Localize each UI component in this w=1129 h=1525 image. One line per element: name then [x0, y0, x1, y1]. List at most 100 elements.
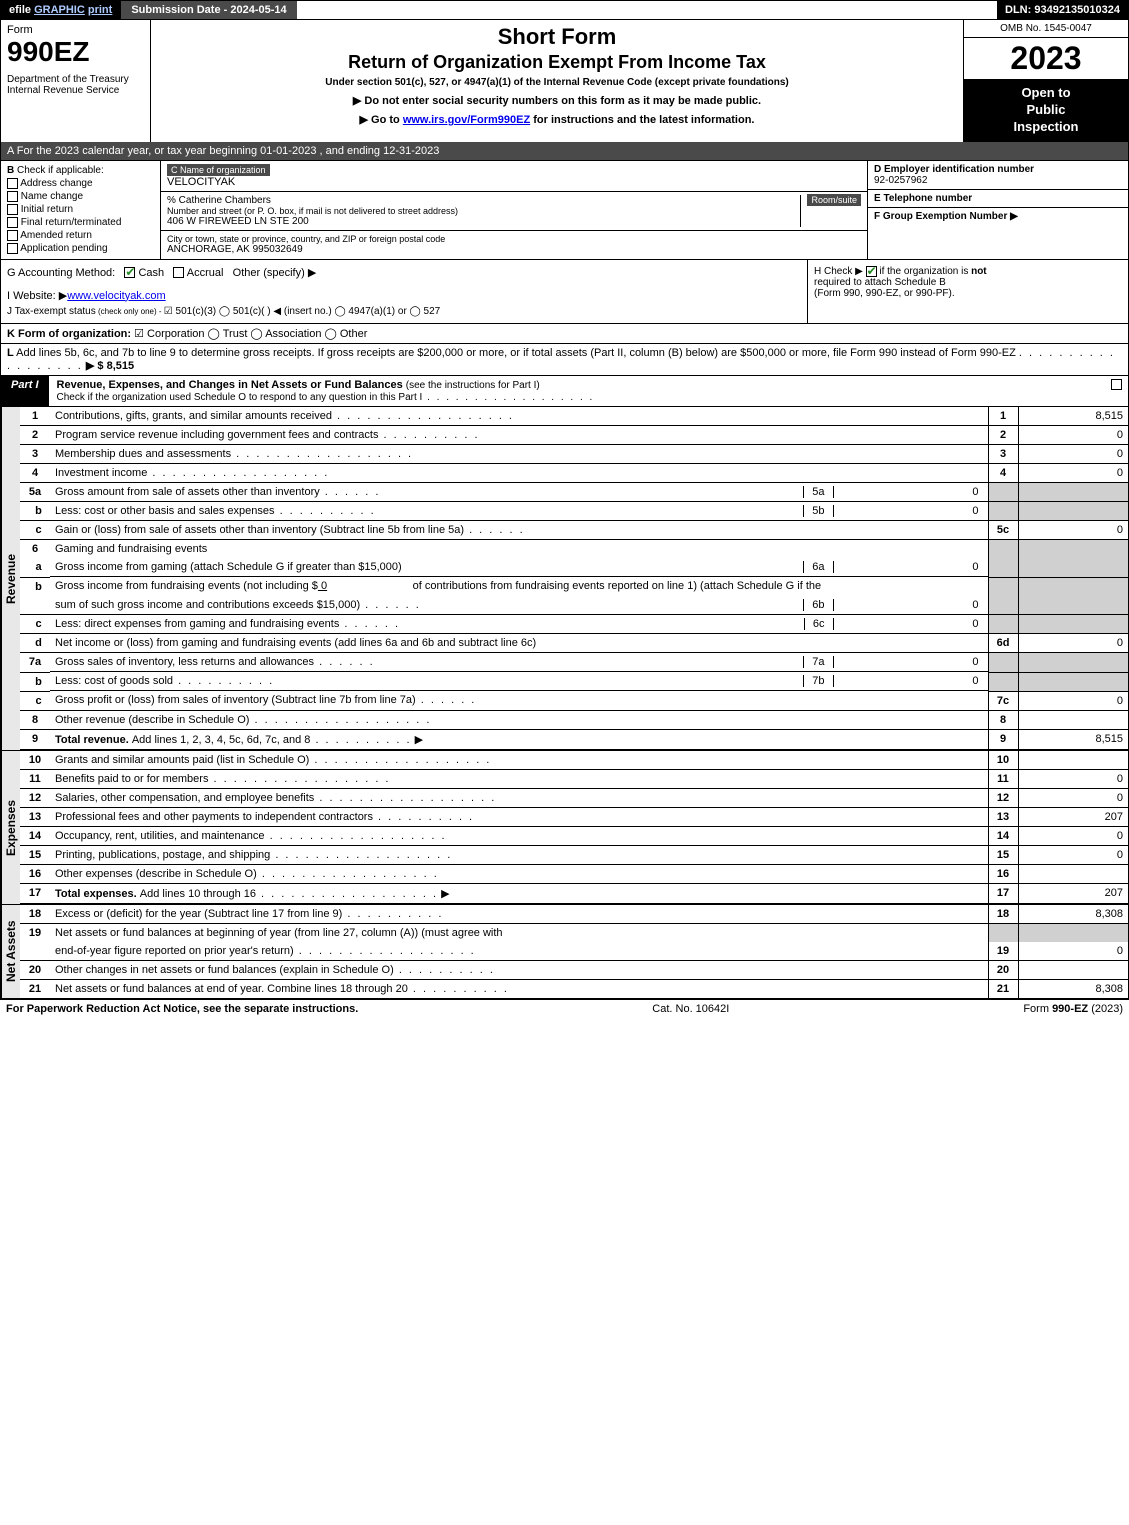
omb-number: OMB No. 1545-0047 [964, 20, 1128, 38]
part1-label: Part I [1, 376, 49, 406]
open-to-public: Open to Public Inspection [964, 79, 1128, 142]
line-a: A For the 2023 calendar year, or tax yea… [0, 142, 1129, 161]
table-row: sum of such gross income and contributio… [20, 596, 1128, 615]
city-state-zip: ANCHORAGE, AK 995032649 [167, 244, 861, 255]
table-row: bLess: cost of goods sold7b0 [20, 672, 1128, 691]
table-row: 2Program service revenue including gover… [20, 425, 1128, 444]
expenses-section: Expenses 10Grants and similar amounts pa… [0, 750, 1129, 904]
table-row: 16Other expenses (describe in Schedule O… [20, 864, 1128, 883]
expenses-table: 10Grants and similar amounts paid (list … [20, 751, 1128, 904]
title-return: Return of Organization Exempt From Incom… [155, 52, 959, 73]
care-of: % Catherine Chambers [167, 195, 800, 206]
netassets-section: Net Assets 18Excess or (deficit) for the… [0, 904, 1129, 999]
chk-cash[interactable] [124, 267, 135, 278]
website-link[interactable]: www.velocityak.com [67, 290, 165, 302]
warn-ssn: ▶ Do not enter social security numbers o… [155, 94, 959, 107]
print-link[interactable]: print [88, 4, 112, 16]
line-g: G Accounting Method: Cash Accrual Other … [7, 266, 801, 279]
table-row: 10Grants and similar amounts paid (list … [20, 751, 1128, 770]
catalog-number: Cat. No. 10642I [652, 1003, 729, 1015]
room-suite: Room/suite [800, 195, 861, 227]
table-row: 11Benefits paid to or for members110 [20, 769, 1128, 788]
table-row: 15Printing, publications, postage, and s… [20, 845, 1128, 864]
title-short-form: Short Form [155, 24, 959, 50]
line-i: I Website: ▶www.velocityak.com [7, 289, 801, 302]
form-word: Form [7, 24, 144, 36]
section-h: H Check ▶ if the organization is not req… [808, 260, 1128, 323]
section-g-i-j: G Accounting Method: Cash Accrual Other … [1, 260, 808, 323]
section-b: B Check if applicable: Address change Na… [1, 161, 161, 259]
city-block: City or town, state or province, country… [161, 231, 867, 258]
revenue-label: Revenue [1, 407, 20, 750]
table-row: bGross income from fundraising events (n… [20, 577, 1128, 596]
paperwork-notice: For Paperwork Reduction Act Notice, see … [6, 1003, 358, 1015]
efile-label: efile GRAPHIC print [1, 1, 121, 19]
chk-address-change[interactable]: Address change [7, 178, 154, 189]
dln: DLN: 93492135010324 [997, 1, 1128, 19]
graphic-link[interactable]: GRAPHIC [34, 4, 85, 16]
part1-check[interactable] [1105, 376, 1128, 406]
org-name-block: C Name of organization VELOCITYAK [161, 161, 867, 192]
address-block: % Catherine Chambers Number and street (… [161, 192, 867, 231]
page-footer: For Paperwork Reduction Act Notice, see … [0, 999, 1129, 1018]
table-row: bLess: cost or other basis and sales exp… [20, 502, 1128, 521]
table-row: 4Investment income40 [20, 463, 1128, 482]
chk-name-change[interactable]: Name change [7, 191, 154, 202]
table-row: 12Salaries, other compensation, and empl… [20, 788, 1128, 807]
tax-year: 2023 [964, 38, 1128, 79]
table-row: dNet income or (loss) from gaming and fu… [20, 634, 1128, 653]
ein-value: 92-0257962 [874, 175, 1122, 186]
table-row: 3Membership dues and assessments30 [20, 444, 1128, 463]
subtitle: Under section 501(c), 527, or 4947(a)(1)… [155, 77, 959, 88]
table-row: 21Net assets or fund balances at end of … [20, 979, 1128, 998]
table-row: 1Contributions, gifts, grants, and simil… [20, 407, 1128, 426]
line-l: L Add lines 5b, 6c, and 7b to line 9 to … [0, 344, 1129, 376]
chk-amended-return[interactable]: Amended return [7, 230, 154, 241]
form-number: 990EZ [7, 36, 144, 68]
table-row: cGross profit or (loss) from sales of in… [20, 691, 1128, 710]
topbar-left: efile GRAPHIC print Submission Date - 20… [1, 1, 297, 19]
warn-goto: ▶ Go to www.irs.gov/Form990EZ for instru… [155, 113, 959, 126]
table-row: 17Total expenses. Add lines 10 through 1… [20, 883, 1128, 903]
table-row: 7aGross sales of inventory, less returns… [20, 653, 1128, 673]
form-right-block: OMB No. 1545-0047 2023 Open to Public In… [963, 20, 1128, 142]
chk-schedule-b[interactable] [866, 266, 877, 277]
chk-accrual[interactable] [173, 267, 184, 278]
submission-date: Submission Date - 2024-05-14 [121, 1, 296, 19]
table-row: cLess: direct expenses from gaming and f… [20, 615, 1128, 634]
section-c: C Name of organization VELOCITYAK % Cath… [161, 161, 868, 259]
form-ref: Form 990-EZ (2023) [1023, 1003, 1123, 1015]
part1-title: Revenue, Expenses, and Changes in Net As… [49, 376, 1105, 406]
form-title-block: Short Form Return of Organization Exempt… [151, 20, 963, 142]
line-j: J Tax-exempt status (check only one) - ☑… [7, 306, 801, 317]
netassets-table: 18Excess or (deficit) for the year (Subt… [20, 905, 1128, 998]
chk-application-pending[interactable]: Application pending [7, 243, 154, 254]
chk-final-return[interactable]: Final return/terminated [7, 217, 154, 228]
revenue-table: 1Contributions, gifts, grants, and simil… [20, 407, 1128, 750]
expenses-label: Expenses [1, 751, 20, 904]
table-row: 8Other revenue (describe in Schedule O)8 [20, 710, 1128, 729]
form-id-block: Form 990EZ Department of the Treasury In… [1, 20, 151, 142]
irs-link[interactable]: www.irs.gov/Form990EZ [403, 114, 530, 126]
line-k: K Form of organization: ☑ Corporation ◯ … [0, 324, 1129, 344]
group-exemption-block: F Group Exemption Number ▶ [868, 208, 1128, 225]
table-row: 6Gaming and fundraising events [20, 540, 1128, 559]
netassets-label: Net Assets [1, 905, 20, 998]
table-row: 13Professional fees and other payments t… [20, 807, 1128, 826]
topbar: efile GRAPHIC print Submission Date - 20… [0, 0, 1129, 20]
ein-block: D Employer identification number 92-0257… [868, 161, 1128, 190]
section-bcd: B Check if applicable: Address change Na… [0, 161, 1129, 260]
revenue-section: Revenue 1Contributions, gifts, grants, a… [0, 407, 1129, 750]
org-name: VELOCITYAK [167, 176, 235, 188]
form-header: Form 990EZ Department of the Treasury In… [0, 20, 1129, 142]
table-row: 19Net assets or fund balances at beginni… [20, 923, 1128, 942]
table-row: 5aGross amount from sale of assets other… [20, 482, 1128, 502]
department: Department of the Treasury Internal Reve… [7, 74, 144, 96]
table-row: 14Occupancy, rent, utilities, and mainte… [20, 826, 1128, 845]
street-address: 406 W FIREWEED LN STE 200 [167, 216, 800, 227]
table-row: aGross income from gaming (attach Schedu… [20, 558, 1128, 577]
chk-initial-return[interactable]: Initial return [7, 204, 154, 215]
part1-header: Part I Revenue, Expenses, and Changes in… [0, 376, 1129, 407]
section-gh: G Accounting Method: Cash Accrual Other … [0, 260, 1129, 324]
table-row: 18Excess or (deficit) for the year (Subt… [20, 905, 1128, 924]
